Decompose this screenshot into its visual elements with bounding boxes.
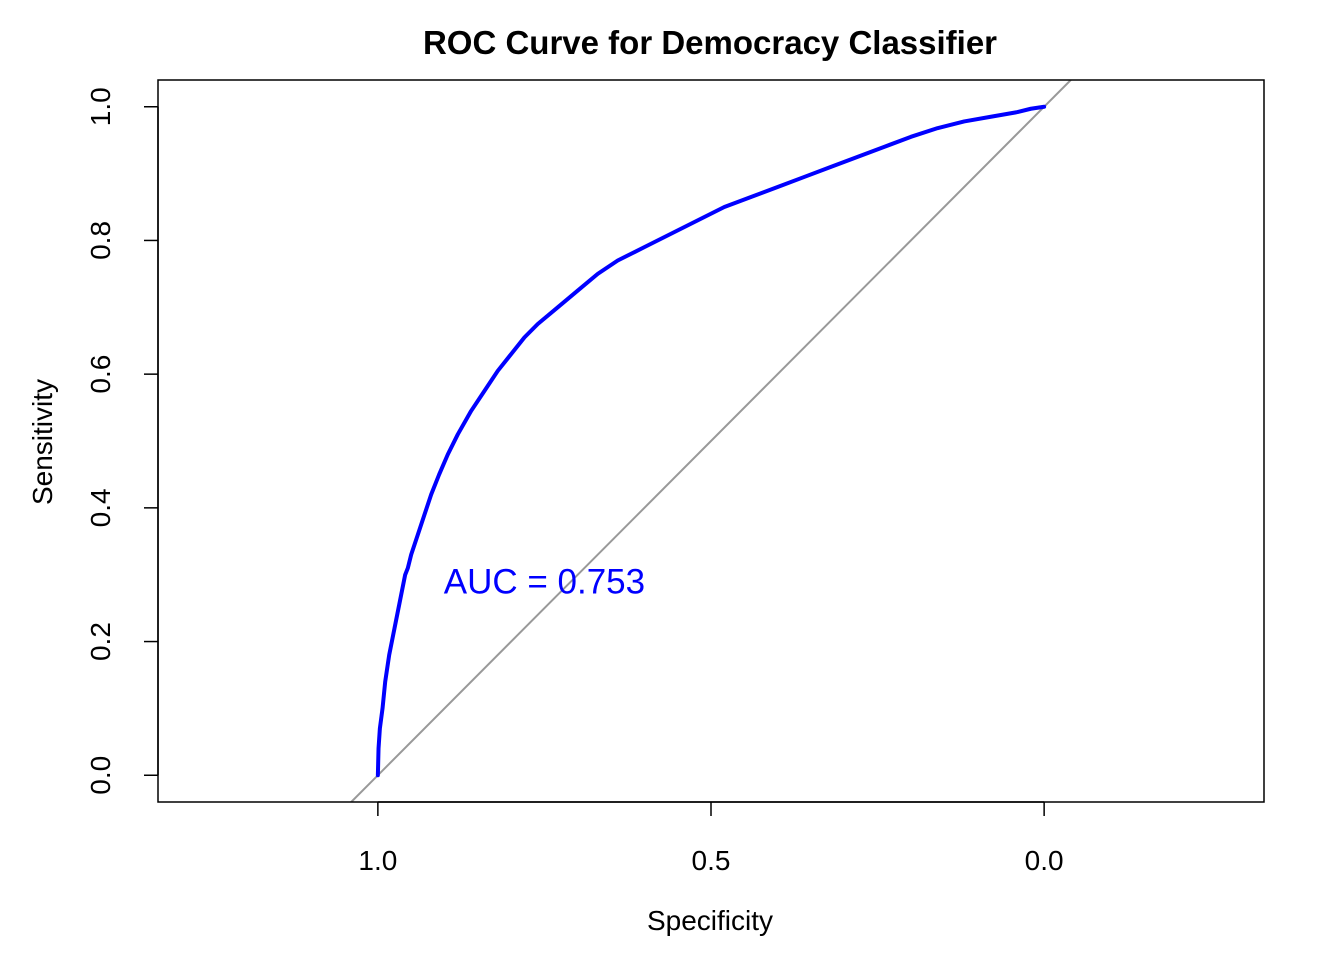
y-tick-label: 0.2 xyxy=(85,622,116,661)
x-tick-label: 0.5 xyxy=(692,845,731,876)
chart-title: ROC Curve for Democracy Classifier xyxy=(423,24,997,61)
annotation-layer: AUC = 0.753 xyxy=(444,562,645,601)
x-tick-label: 0.0 xyxy=(1025,845,1064,876)
y-tick-label: 0.6 xyxy=(85,355,116,394)
y-tick-label: 0.8 xyxy=(85,221,116,260)
x-tick-label: 1.0 xyxy=(358,845,397,876)
plot-area xyxy=(350,80,1072,802)
y-axis: 0.0 0.2 0.4 0.6 0.8 1.0 xyxy=(85,87,159,795)
y-tick-label: 0.4 xyxy=(85,488,116,527)
auc-annotation: AUC = 0.753 xyxy=(444,562,645,601)
y-tick-label: 1.0 xyxy=(85,87,116,126)
y-axis-label: Sensitivity xyxy=(27,379,58,505)
roc-curve-line xyxy=(375,104,1047,778)
diagonal-reference-line xyxy=(350,80,1072,802)
x-axis-label: Specificity xyxy=(647,905,773,936)
y-tick-label: 0.0 xyxy=(85,756,116,795)
x-axis: 1.0 0.5 0.0 xyxy=(358,801,1064,876)
